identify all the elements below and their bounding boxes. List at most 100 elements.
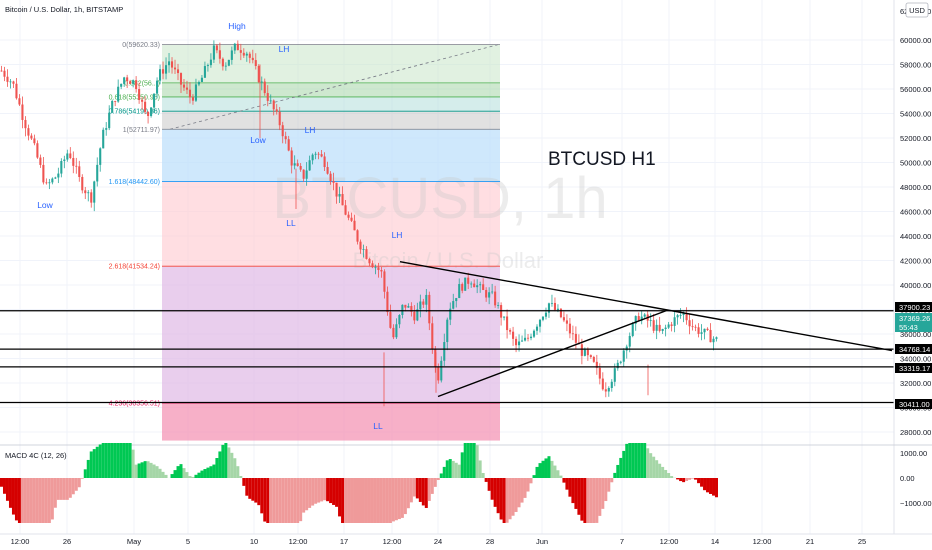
macd-bar [29,478,33,523]
candle [688,313,691,335]
price-tick-label: 48000.00 [900,183,931,192]
candle [407,303,410,308]
trendlines[interactable] [399,261,893,398]
candle [239,43,242,61]
candlestick-series [0,40,718,407]
candle [150,106,153,118]
time-tick-label: 12:00 [753,537,772,546]
macd-bar [454,462,458,478]
macd-bar [694,478,698,480]
macd-histogram [0,443,718,523]
macd-bar [347,478,351,523]
macd-bar [281,478,285,523]
macd-bar [284,478,288,523]
price-tag-label: 37900.23 [899,303,930,312]
descending-trendline[interactable] [399,261,893,352]
candle [248,51,251,64]
chart-title: BTCUSD H1 [548,149,656,170]
candle [203,61,206,79]
candle [676,314,679,325]
macd-bar [391,478,395,522]
candle [700,324,703,341]
horizontal-levels[interactable] [0,310,894,404]
price-tag: 37369.26 [895,313,932,323]
candle [90,189,93,208]
macd-bar [457,464,461,478]
time-tick-label: 12:00 [383,537,402,546]
candle [233,42,236,54]
macd-bar [697,478,701,484]
macd-bar [427,478,431,501]
macd-bar [236,466,240,478]
candle [670,321,673,332]
candle [550,294,554,307]
fib-zone [162,111,500,130]
fib-level-label: 0(59620.33) [122,42,160,49]
candle [470,281,473,288]
macd-bar [275,478,279,523]
candle [353,214,356,231]
candle [236,40,239,51]
fib-level-label: 2.618(41534.24) [109,264,160,271]
macd-bar [308,478,312,508]
time-axis[interactable]: 12:00 26 May 5 10 12:00 17 12:00 24 28 Jun 7 12:00 14… [11,537,867,546]
candle [230,46,233,65]
candle [15,77,18,100]
candle [9,79,12,89]
macd-bar [74,478,78,491]
macd-bar [359,478,362,523]
price-tag-label: 37369.26 [899,314,930,323]
macd-bar [394,478,398,521]
candle [218,42,221,64]
candle [281,121,284,144]
macd-bar [314,478,318,504]
macd-bar [32,478,36,523]
price-tick-label: 34000.00 [900,355,931,364]
candle [69,147,72,160]
candle [485,287,488,302]
candle [640,311,643,325]
macd-bar [263,478,267,522]
candle [365,246,368,260]
fib-zone [162,96,500,112]
macd-bar [586,478,590,523]
macd-bar [158,468,162,478]
macd-bar [463,443,467,478]
candle [194,78,198,103]
candle [571,325,574,341]
candle [227,59,230,67]
macd-bar [11,478,15,515]
macd-bar [95,446,99,478]
ascending-trendline[interactable] [437,310,667,398]
macd-bar [466,443,470,478]
macd-bar [469,443,473,478]
candle [371,260,374,269]
time-tick-label: 10 [250,537,258,546]
candle [308,155,311,171]
macd-bar [472,443,476,478]
macd-bar [23,478,27,523]
macd-bar [376,478,380,523]
macd-bar [628,443,632,478]
candle [66,149,69,162]
candle [634,315,637,331]
candle [212,40,215,64]
candle [652,313,655,334]
macd-bar [526,478,530,492]
candle [129,79,132,84]
macd-bar [86,459,90,478]
candle [329,171,332,185]
candle [96,157,99,187]
currency-button[interactable]: USD [905,2,929,18]
macd-bar [607,478,611,492]
time-tick-label: 21 [806,537,814,546]
macd-bar [2,478,6,494]
candle [383,269,386,299]
macd-bar [317,478,321,503]
candle [30,133,33,140]
candle [111,99,114,114]
macd-bar [655,460,659,478]
macd-bar [59,478,63,500]
candle [509,328,512,335]
